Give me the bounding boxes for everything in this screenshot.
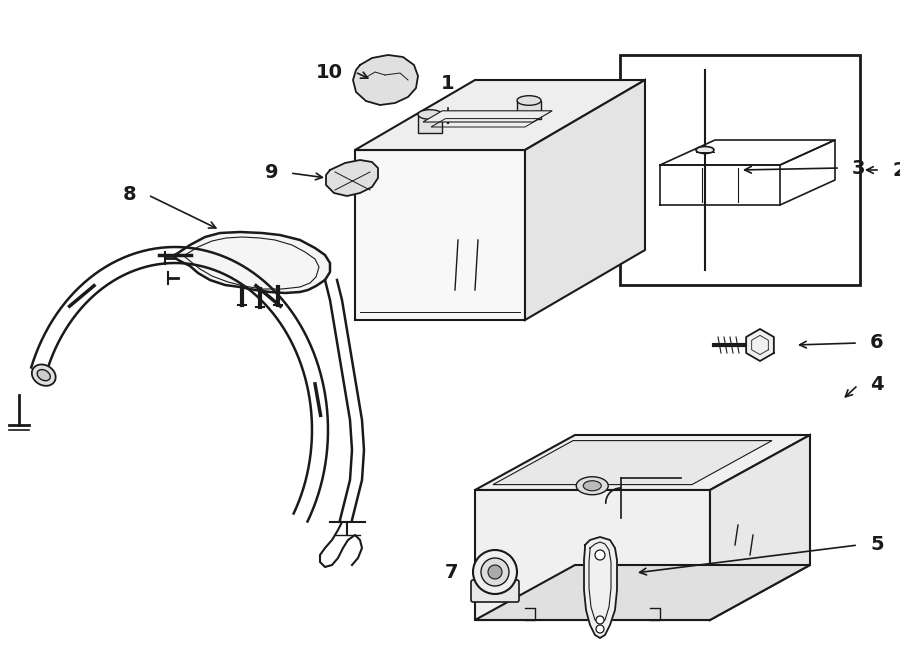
Polygon shape xyxy=(418,114,442,132)
Polygon shape xyxy=(475,565,810,620)
Polygon shape xyxy=(353,55,418,105)
Ellipse shape xyxy=(696,147,714,153)
Text: 5: 5 xyxy=(870,535,884,555)
Ellipse shape xyxy=(517,96,541,105)
Polygon shape xyxy=(584,537,617,638)
Text: 10: 10 xyxy=(316,63,343,81)
Bar xyxy=(620,55,860,285)
Ellipse shape xyxy=(37,369,50,381)
Text: 8: 8 xyxy=(122,186,136,204)
Polygon shape xyxy=(710,435,810,620)
Text: 4: 4 xyxy=(870,375,884,395)
Polygon shape xyxy=(525,80,645,320)
Circle shape xyxy=(481,558,509,586)
Polygon shape xyxy=(355,80,645,150)
Circle shape xyxy=(488,565,502,579)
Polygon shape xyxy=(517,100,541,118)
Polygon shape xyxy=(175,232,330,293)
Circle shape xyxy=(473,550,517,594)
Text: 2: 2 xyxy=(892,161,900,180)
Polygon shape xyxy=(493,441,772,485)
Circle shape xyxy=(596,616,604,624)
Ellipse shape xyxy=(576,477,608,494)
Circle shape xyxy=(596,625,604,633)
Text: 9: 9 xyxy=(265,163,278,182)
Ellipse shape xyxy=(418,110,442,119)
FancyBboxPatch shape xyxy=(471,580,519,602)
Polygon shape xyxy=(326,160,378,196)
Circle shape xyxy=(595,550,605,560)
Ellipse shape xyxy=(32,364,56,386)
Text: 7: 7 xyxy=(445,563,458,582)
Text: 3: 3 xyxy=(852,159,866,178)
Polygon shape xyxy=(746,329,774,361)
Text: 1: 1 xyxy=(441,74,454,93)
Polygon shape xyxy=(355,150,525,320)
Ellipse shape xyxy=(583,481,601,490)
Polygon shape xyxy=(423,111,553,122)
Polygon shape xyxy=(475,435,810,490)
Polygon shape xyxy=(475,490,710,620)
Text: 6: 6 xyxy=(870,334,884,352)
